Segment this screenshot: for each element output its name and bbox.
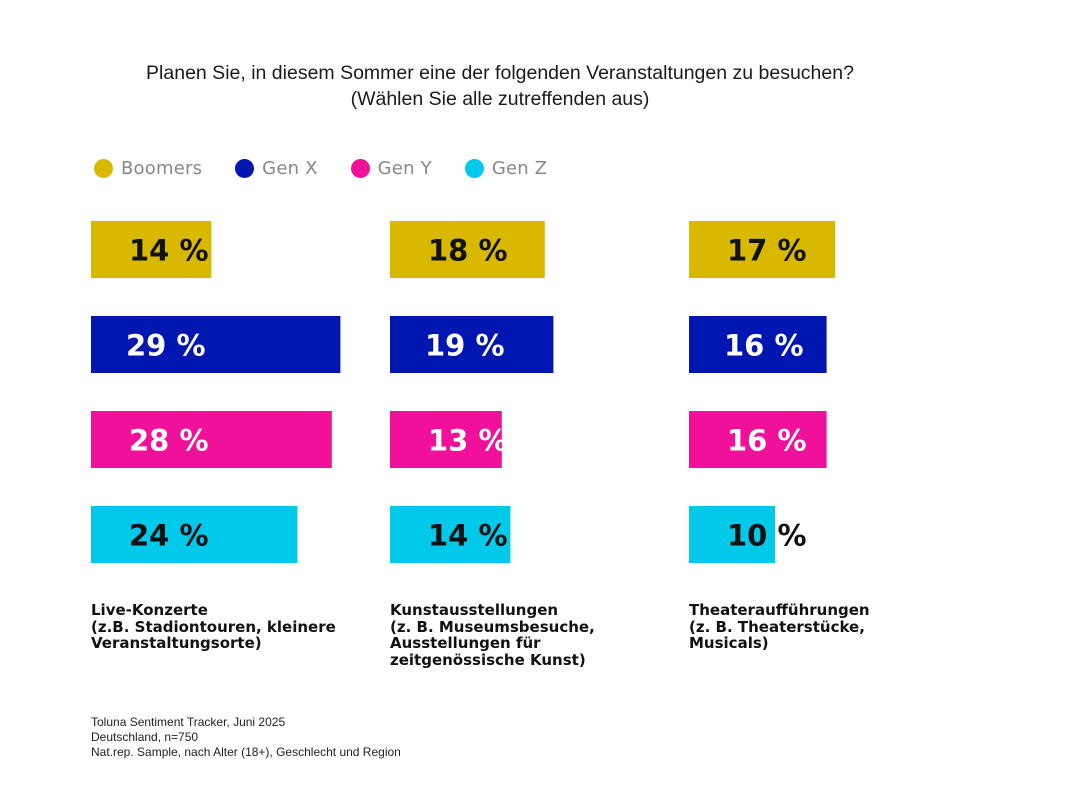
source-line-2: Deutschland, n=750: [91, 730, 199, 744]
bar-label-live-konzerte-boomers: 14 %: [129, 234, 209, 268]
legend-item-gen-y: Gen Y: [350, 157, 432, 179]
bar-label-kunstausstellungen-boomers: 18 %: [428, 234, 508, 268]
bar-theaterauff-hrungen-gen-z: [689, 506, 775, 563]
legend-label-boomers: Boomers: [121, 157, 203, 179]
legend-item-gen-z: Gen Z: [464, 157, 548, 179]
bar-theaterauff-hrungen-gen-x: [689, 316, 827, 373]
group-label-line: Veranstaltungsorte): [91, 634, 262, 652]
bar-label-theaterauff-hrungen-gen-z: 10 %: [727, 519, 807, 553]
group-label-line: Musicals): [689, 634, 769, 652]
legend-label-gen-x: Gen X: [262, 157, 318, 179]
group-label-line: Live-Konzerte: [91, 601, 208, 619]
legend-dot-gen-z: [464, 158, 484, 178]
group-label-kunstausstellungen: Kunstausstellungen (z. B. Museumsbesuche,…: [390, 602, 595, 668]
group-label-live-konzerte: Live-Konzerte (z.B. Stadiontouren, kleine…: [91, 602, 336, 652]
bar-theaterauff-hrungen-boomers: [689, 221, 836, 278]
bar-label-theaterauff-hrungen-boomers: 17 %: [727, 234, 807, 268]
legend-dot-gen-x: [235, 158, 255, 178]
bar-kunstausstellungen-gen-x: [390, 316, 554, 373]
source-line-3: Nat.rep. Sample, nach Alter (18+), Gesch…: [91, 745, 401, 759]
chart-title-line-1: Planen Sie, in diesem Sommer eine der fo…: [146, 62, 854, 84]
bar-label-kunstausstellungen-gen-y: 13 %: [428, 424, 508, 458]
source-note: Toluna Sentiment Tracker, Juni 2025 Deut…: [91, 715, 401, 760]
bar-kunstausstellungen-boomers: [390, 221, 545, 278]
bar-label-theaterauff-hrungen-gen-x: 16 %: [724, 329, 804, 363]
bar-label-kunstausstellungen-gen-x: 19 %: [425, 329, 505, 363]
legend-item-gen-x: Gen X: [235, 158, 317, 179]
legend-item-boomers: Boomers: [94, 158, 202, 179]
bar-kunstausstellungen-gen-z: [390, 506, 511, 563]
legend-label-gen-z: Gen Z: [491, 157, 548, 179]
bar-label-live-konzerte-gen-x: 29 %: [126, 329, 206, 363]
source-line-1: Toluna Sentiment Tracker, Juni 2025: [91, 715, 286, 729]
chart-title: Planen Sie, in diesem Sommer eine der fo…: [0, 60, 1000, 112]
group-label-line: (z. B. Theaterstücke,: [689, 617, 865, 636]
group-label-line: (z. B. Museumsbesuche,: [390, 617, 595, 636]
bar-label-kunstausstellungen-gen-z: 14 %: [428, 519, 508, 553]
group-label-line: Kunstausstellungen: [390, 601, 559, 619]
bar-live-konzerte-gen-x: [91, 316, 341, 373]
bar-label-theaterauff-hrungen-gen-y: 16 %: [727, 424, 807, 458]
bar-theaterauff-hrungen-gen-y: [689, 411, 827, 468]
chart-title-line-2: (Wählen Sie alle zutreffenden aus): [350, 88, 650, 110]
bar-label-live-konzerte-gen-z: 24 %: [129, 519, 209, 553]
bar-live-konzerte-boomers: [91, 221, 212, 278]
legend-label-gen-y: Gen Y: [377, 157, 432, 179]
group-label-line: Theateraufführungen: [689, 601, 870, 619]
group-label-line: zeitgenössische Kunst): [390, 650, 586, 669]
bar-label-live-konzerte-gen-y: 28 %: [129, 424, 209, 458]
group-label-line: (z.B. Stadiontouren, kleinere: [91, 617, 336, 636]
group-label-line: Ausstellungen für: [390, 634, 541, 652]
legend: Boomers Gen X Gen Y Gen Z: [94, 155, 580, 181]
legend-dot-boomers: [94, 158, 113, 178]
bar-kunstausstellungen-gen-y: [390, 411, 502, 468]
group-label-theaterauff-hrungen: Theateraufführungen (z. B. Theaterstücke,…: [689, 602, 870, 652]
bar-live-konzerte-gen-z: [91, 506, 298, 563]
bar-live-konzerte-gen-y: [91, 411, 332, 468]
legend-dot-gen-y: [350, 158, 370, 178]
